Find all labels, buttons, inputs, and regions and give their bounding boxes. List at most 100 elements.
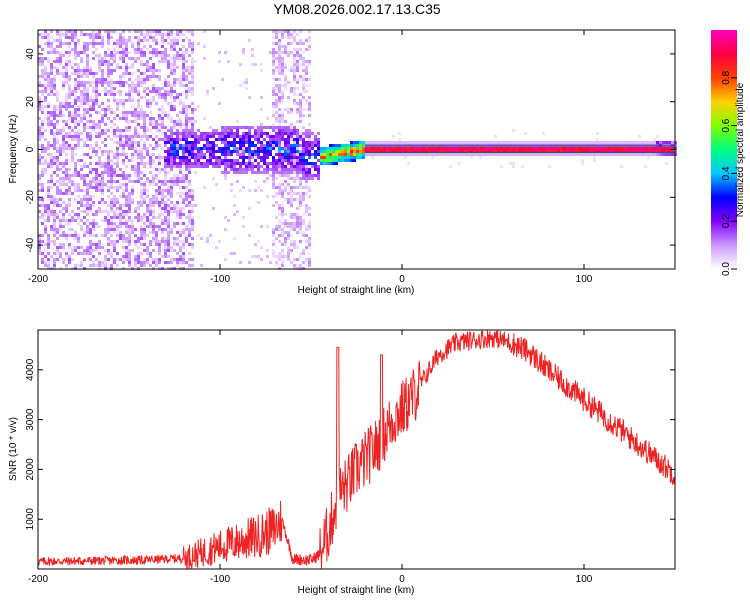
spectrogram-cell — [137, 123, 140, 126]
spectrogram-cell — [95, 171, 98, 174]
spectrogram-xlabel: Height of straight line (km) — [298, 285, 415, 296]
spectrogram-cell — [191, 141, 194, 144]
spectrogram-cell — [389, 153, 392, 156]
spectrogram-cell — [386, 147, 389, 150]
spectrogram-cell — [173, 42, 176, 45]
spectrogram-cell — [290, 162, 293, 165]
spectrogram-cell — [170, 210, 173, 213]
spectrogram-cell — [362, 153, 365, 156]
spectrogram-cell — [251, 63, 254, 66]
spectrogram-cell — [65, 81, 68, 84]
spectrogram-cell — [635, 147, 638, 150]
spectrogram-cell — [59, 57, 62, 60]
spectrogram-cell — [179, 81, 182, 84]
spectrogram-cell — [509, 141, 512, 144]
spectrogram-cell — [287, 246, 290, 249]
spectrogram-cell — [86, 135, 89, 138]
spectrogram-cell — [368, 153, 371, 156]
spectrogram-cell — [161, 111, 164, 114]
spectrogram-cell — [179, 261, 182, 264]
spectrogram-cell — [275, 66, 278, 69]
spectrogram-cell — [137, 99, 140, 102]
spectrogram-cell — [110, 78, 113, 81]
spectrogram-cell — [71, 117, 74, 120]
spectrogram-cell — [95, 150, 98, 153]
x-tick-label: 0 — [399, 274, 405, 285]
spectrogram-cell — [182, 135, 185, 138]
spectrogram-cell — [281, 222, 284, 225]
spectrogram-cell — [419, 141, 422, 144]
spectrogram-cell — [173, 183, 176, 186]
spectrogram-cell — [284, 138, 287, 141]
spectrogram-cell — [353, 141, 356, 144]
spectrogram-cell — [47, 219, 50, 222]
spectrogram-cell — [107, 249, 110, 252]
spectrogram-cell — [41, 198, 44, 201]
spectrogram-cell — [137, 216, 140, 219]
spectrogram-cell — [113, 129, 116, 132]
spectrogram-cell — [260, 132, 263, 135]
spectrogram-cell — [44, 159, 47, 162]
spectrogram-cell — [377, 150, 380, 153]
spectrogram-cell — [302, 87, 305, 90]
spectrogram-cell — [284, 48, 287, 51]
spectrogram-cell — [293, 66, 296, 69]
spectrogram-cell — [425, 141, 428, 144]
spectrogram-cell — [68, 186, 71, 189]
spectrogram-cell — [167, 204, 170, 207]
spectrogram-cell — [488, 153, 491, 156]
spectrogram-cell — [116, 129, 119, 132]
spectrogram-cell — [47, 141, 50, 144]
spectrogram-cell — [485, 147, 488, 150]
spectrogram-cell — [122, 51, 125, 54]
spectrogram-cell — [281, 60, 284, 63]
spectrogram-cell — [137, 81, 140, 84]
spectrogram-cell — [260, 165, 263, 168]
spectrogram-cell — [62, 84, 65, 87]
spectrogram-cell — [209, 135, 212, 138]
spectrogram-cell — [215, 147, 218, 150]
spectrogram-cell — [290, 204, 293, 207]
spectrogram-cell — [245, 138, 248, 141]
spectrogram-cell — [101, 198, 104, 201]
spectrogram-cell — [92, 45, 95, 48]
spectrogram-cell — [170, 90, 173, 93]
spectrogram-cell — [281, 150, 284, 153]
spectrogram-cell — [98, 81, 101, 84]
spectrogram-cell — [515, 147, 518, 150]
spectrogram-cell — [56, 108, 59, 111]
spectrogram-cell — [281, 51, 284, 54]
spectrogram-cell — [458, 153, 461, 156]
spectrogram-cell — [191, 237, 194, 240]
spectrogram-cell — [278, 84, 281, 87]
spectrogram-cell — [296, 132, 299, 135]
spectrogram-cell — [194, 144, 197, 147]
spectrogram-cell — [524, 153, 527, 156]
spectrogram-cell — [296, 213, 299, 216]
spectrogram-cell — [86, 93, 89, 96]
spectrogram-cell — [653, 141, 656, 144]
spectrogram-cell — [62, 42, 65, 45]
spectrogram-cell — [128, 30, 131, 33]
spectrogram-cell — [152, 123, 155, 126]
spectrogram-cell — [281, 204, 284, 207]
spectrogram-cell — [167, 63, 170, 66]
spectrogram-cell — [140, 96, 143, 99]
spectrogram-cell — [65, 258, 68, 261]
spectrogram-cell — [308, 258, 311, 261]
spectrogram-cell — [173, 120, 176, 123]
spectrogram-cell — [614, 150, 617, 153]
spectrogram-cell — [173, 177, 176, 180]
spectrogram-cell — [92, 225, 95, 228]
spectrogram-cell — [464, 150, 467, 153]
spectrogram-cell — [173, 132, 176, 135]
spectrogram-cell — [173, 36, 176, 39]
spectrogram-cell — [56, 237, 59, 240]
spectrogram-cell — [479, 147, 482, 150]
spectrogram-cell — [311, 132, 314, 135]
spectrogram-cell — [41, 168, 44, 171]
spectrogram-cell — [65, 30, 68, 33]
spectrogram-cell — [278, 69, 281, 72]
spectrogram-cell — [299, 138, 302, 141]
spectrogram-cell — [191, 162, 194, 165]
